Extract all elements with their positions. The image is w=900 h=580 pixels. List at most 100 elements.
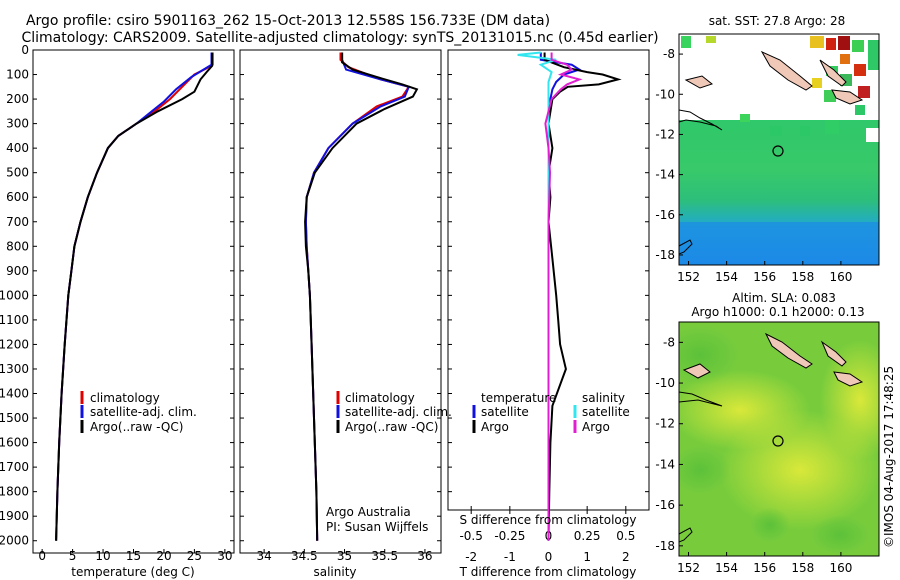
series-line-s-argo bbox=[544, 52, 583, 541]
sst-patch bbox=[868, 40, 879, 70]
x-tick-label: 34 bbox=[256, 549, 271, 563]
map-latitude-label: -8 bbox=[663, 47, 675, 61]
x-tick-label-top: 0.5 bbox=[616, 529, 635, 543]
x-tick-label: 35 bbox=[337, 549, 352, 563]
map-longitude-label: 152 bbox=[677, 561, 700, 575]
map-latitude-label: -18 bbox=[655, 248, 675, 262]
x-tick-label: 0 bbox=[545, 550, 553, 564]
x-tick-label: 1 bbox=[583, 550, 591, 564]
sst-patch bbox=[681, 36, 691, 48]
x-tick-label: 10 bbox=[95, 549, 110, 563]
sla-map bbox=[679, 322, 879, 556]
sst-patch bbox=[800, 126, 810, 136]
sst-map-axes: 152 154 156 158 160 -8 -10 -12 -14 -16 -18 bbox=[655, 47, 852, 284]
legend-climatology-label: climatology bbox=[90, 391, 160, 405]
depth-tick-label: 0 bbox=[21, 43, 29, 57]
sst-map-frame bbox=[678, 33, 880, 266]
t-difference-axis-label: T difference from climatology bbox=[459, 565, 637, 579]
x-tick-label: 5 bbox=[69, 549, 77, 563]
x-tick-label: 20 bbox=[156, 549, 171, 563]
map-latitude-label: -8 bbox=[663, 335, 675, 349]
sla-map-title: Altim. SLA: 0.083 bbox=[732, 291, 836, 305]
argo-position-marker bbox=[772, 145, 784, 157]
map-latitude-label: -10 bbox=[655, 87, 675, 101]
sst-patch bbox=[838, 36, 850, 50]
salinity-axes: 34 34.5 35 35.5 36 bbox=[240, 49, 441, 563]
map-longitude-label: 158 bbox=[791, 561, 814, 575]
map-longitude-label: 158 bbox=[791, 270, 814, 284]
sst-patch bbox=[810, 36, 824, 48]
map-longitude-label: 156 bbox=[753, 270, 776, 284]
salinity-series bbox=[304, 52, 419, 541]
depth-tick-label: 1800 bbox=[0, 485, 29, 499]
map-latitude-label: -16 bbox=[655, 208, 675, 222]
sla-map-axes: 152 154 156 158 160 -8 -10 -12 -14 -16 -18 bbox=[655, 335, 852, 575]
sst-patch bbox=[812, 78, 822, 88]
sst-patch bbox=[852, 40, 864, 52]
difference-legend: temperature satellite Argo salinity sate… bbox=[472, 391, 630, 434]
x-tick-label-top: -0.5 bbox=[459, 529, 482, 543]
depth-tick-label: 600 bbox=[6, 190, 29, 204]
legend-argo-label: Argo(..raw -QC) bbox=[90, 420, 183, 434]
series-line-argo bbox=[304, 52, 419, 541]
map-longitude-label: 152 bbox=[677, 270, 700, 284]
series-line-t-argo bbox=[543, 52, 622, 541]
sst-patch bbox=[854, 64, 866, 76]
solomon-islands-land bbox=[764, 332, 813, 369]
argo-position-marker bbox=[772, 435, 784, 447]
solomon-islands-land bbox=[760, 50, 813, 91]
sst-patch bbox=[740, 114, 750, 122]
sst-deep-water bbox=[679, 222, 879, 265]
x-tick-label: 15 bbox=[126, 549, 141, 563]
map-longitude-label: 156 bbox=[753, 561, 776, 575]
x-tick-label: 0 bbox=[38, 549, 46, 563]
float-owner-label: Argo Australia bbox=[326, 505, 411, 519]
depth-tick-label: 700 bbox=[6, 215, 29, 229]
depth-tick-label: 1500 bbox=[0, 411, 29, 425]
legend-satellite-label: satellite-adj. clim. bbox=[90, 405, 197, 419]
new-guinea-coast bbox=[679, 391, 723, 407]
sla-anomaly-high bbox=[820, 340, 879, 460]
sst-patch bbox=[826, 38, 836, 50]
depth-tick-label: 1400 bbox=[0, 387, 29, 401]
legend-s-argo-label: Argo bbox=[582, 420, 610, 434]
principal-investigator-label: PI: Susan Wijffels bbox=[326, 520, 428, 534]
australia-coast bbox=[679, 239, 693, 255]
series-line-argo bbox=[55, 52, 214, 541]
x-tick-label-top: 0.25 bbox=[574, 529, 601, 543]
map-latitude-label: -16 bbox=[655, 498, 675, 512]
legend-t-satellite-label: satellite bbox=[481, 405, 529, 419]
series-line-satellite-adj-clim- bbox=[304, 52, 411, 541]
sla-anomaly-low bbox=[750, 507, 790, 543]
depth-tick-label: 100 bbox=[6, 68, 29, 82]
map-latitude-label: -12 bbox=[655, 127, 675, 141]
difference-series bbox=[517, 51, 622, 541]
solomon-islands-land bbox=[819, 59, 847, 87]
map-longitude-label: 160 bbox=[829, 270, 852, 284]
island-outline bbox=[682, 363, 711, 379]
depth-tick-label: 1100 bbox=[0, 313, 29, 327]
depth-tick-label: 1000 bbox=[0, 288, 29, 302]
depth-tick-label: 1900 bbox=[0, 509, 29, 523]
sla-anomaly-low bbox=[810, 515, 870, 555]
figure-title-line2: Climatology: CARS2009. Satellite-adjuste… bbox=[21, 30, 658, 46]
map-latitude-label: -10 bbox=[655, 376, 675, 390]
map-latitude-label: -14 bbox=[655, 457, 675, 471]
depth-tick-label: 1300 bbox=[0, 362, 29, 376]
s-difference-axis-label: S difference from climatology bbox=[460, 513, 637, 527]
x-tick-label: 30 bbox=[217, 549, 232, 563]
map-latitude-label: -18 bbox=[655, 539, 675, 553]
map-latitude-label: -12 bbox=[655, 417, 675, 431]
legend-climatology-label: climatology bbox=[345, 391, 415, 405]
sla-map-subtitle: Argo h1000: 0.1 h2000: 0.13 bbox=[691, 305, 864, 319]
sst-map bbox=[679, 34, 879, 265]
australia-coast bbox=[679, 527, 693, 543]
depth-tick-label: 500 bbox=[6, 166, 29, 180]
salinity-legend: climatology satellite-adj. clim. Argo(..… bbox=[336, 391, 452, 434]
map-longitude-label: 154 bbox=[715, 561, 738, 575]
depth-tick-label: 1600 bbox=[0, 436, 29, 450]
legend-t-argo-label: Argo bbox=[481, 420, 509, 434]
salinity-axis-label: salinity bbox=[313, 565, 356, 579]
x-tick-label: 34.5 bbox=[291, 549, 318, 563]
